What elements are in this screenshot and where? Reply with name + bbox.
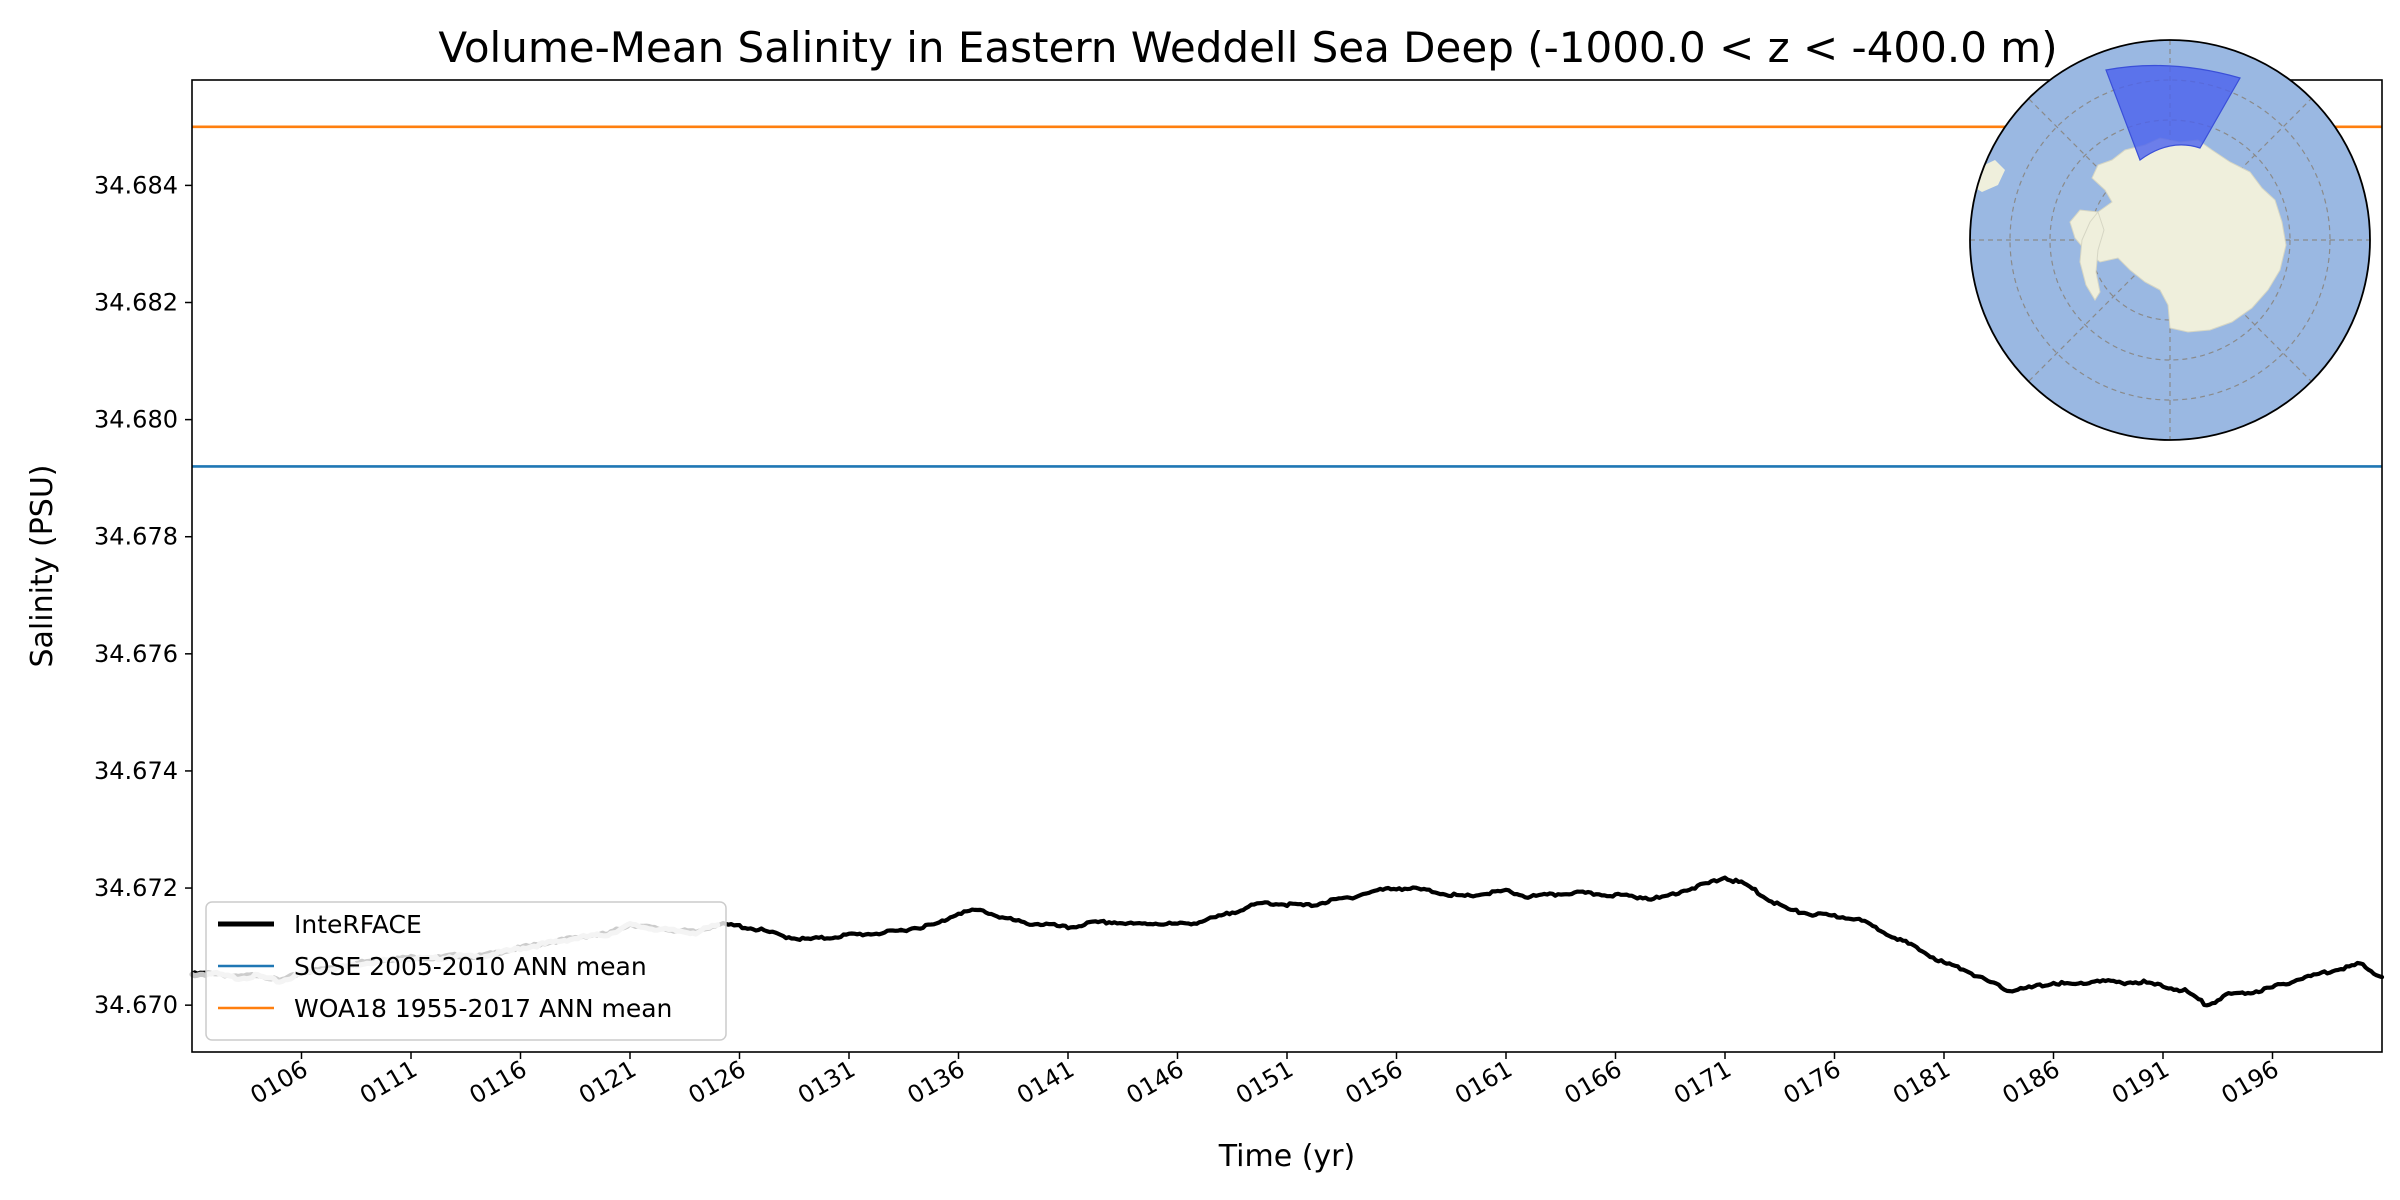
x-tick-label: 0166 <box>1560 1055 1627 1110</box>
chart-title: Volume-Mean Salinity in Eastern Weddell … <box>438 23 2057 72</box>
legend-label: WOA18 1955-2017 ANN mean <box>294 994 672 1023</box>
y-tick-label: 34.670 <box>94 991 178 1019</box>
x-tick-label: 0171 <box>1669 1055 1736 1110</box>
x-tick-label: 0106 <box>246 1055 313 1110</box>
legend-box <box>205 901 727 1041</box>
x-tick-label: 0126 <box>684 1055 751 1110</box>
legend: InteRFACE SOSE 2005-2010 ANN mean WOA18 … <box>205 901 727 1041</box>
x-tick-label: 0191 <box>2107 1055 2174 1110</box>
x-tick-label: 0111 <box>355 1055 422 1110</box>
inset-antarctic-peninsula <box>2079 210 2105 301</box>
y-axis-ticks: 34.670 34.672 34.674 34.676 34.678 34.680 34.6… <box>94 171 192 1019</box>
x-tick-label: 0146 <box>1122 1055 1189 1110</box>
y-tick-label: 34.680 <box>94 406 178 434</box>
legend-label: InteRFACE <box>294 910 422 939</box>
legend-item: WOA18 1955-2017 ANN mean <box>218 994 672 1023</box>
legend-item: SOSE 2005-2010 ANN mean <box>218 952 647 981</box>
x-tick-label: 0121 <box>574 1055 641 1110</box>
x-tick-label: 0131 <box>793 1055 860 1110</box>
x-tick-label: 0176 <box>1779 1055 1846 1110</box>
y-tick-label: 34.684 <box>94 171 178 199</box>
inset-highlight-region <box>2105 64 2241 161</box>
x-tick-label: 0186 <box>1998 1055 2065 1110</box>
y-tick-label: 34.676 <box>94 640 178 668</box>
x-tick-label: 0136 <box>903 1055 970 1110</box>
x-tick-label: 0161 <box>1450 1055 1517 1110</box>
inset-antarctica-land <box>2069 137 2287 333</box>
x-axis-label: Time (yr) <box>1218 1139 1355 1174</box>
y-tick-label: 34.674 <box>94 757 178 785</box>
legend-item: InteRFACE <box>218 910 422 939</box>
x-axis-ticks: 0106 0111 0116 0121 0126 0131 0136 0141 0146 0151… <box>246 1052 2284 1110</box>
x-tick-label: 0141 <box>1012 1055 1079 1110</box>
y-axis-label: Salinity (PSU) <box>25 465 60 668</box>
x-tick-label: 0116 <box>465 1055 532 1110</box>
y-tick-label: 34.682 <box>94 289 178 317</box>
x-tick-label: 0181 <box>1888 1055 1955 1110</box>
inset-antarctica-map <box>1969 39 2371 441</box>
y-tick-label: 34.672 <box>94 874 178 902</box>
x-tick-label: 0151 <box>1231 1055 1298 1110</box>
y-tick-label: 34.678 <box>94 523 178 551</box>
inset-map-border <box>1969 39 2371 441</box>
x-tick-label: 0196 <box>2217 1055 2284 1110</box>
legend-label: SOSE 2005-2010 ANN mean <box>294 952 647 981</box>
x-tick-label: 0156 <box>1341 1055 1408 1110</box>
